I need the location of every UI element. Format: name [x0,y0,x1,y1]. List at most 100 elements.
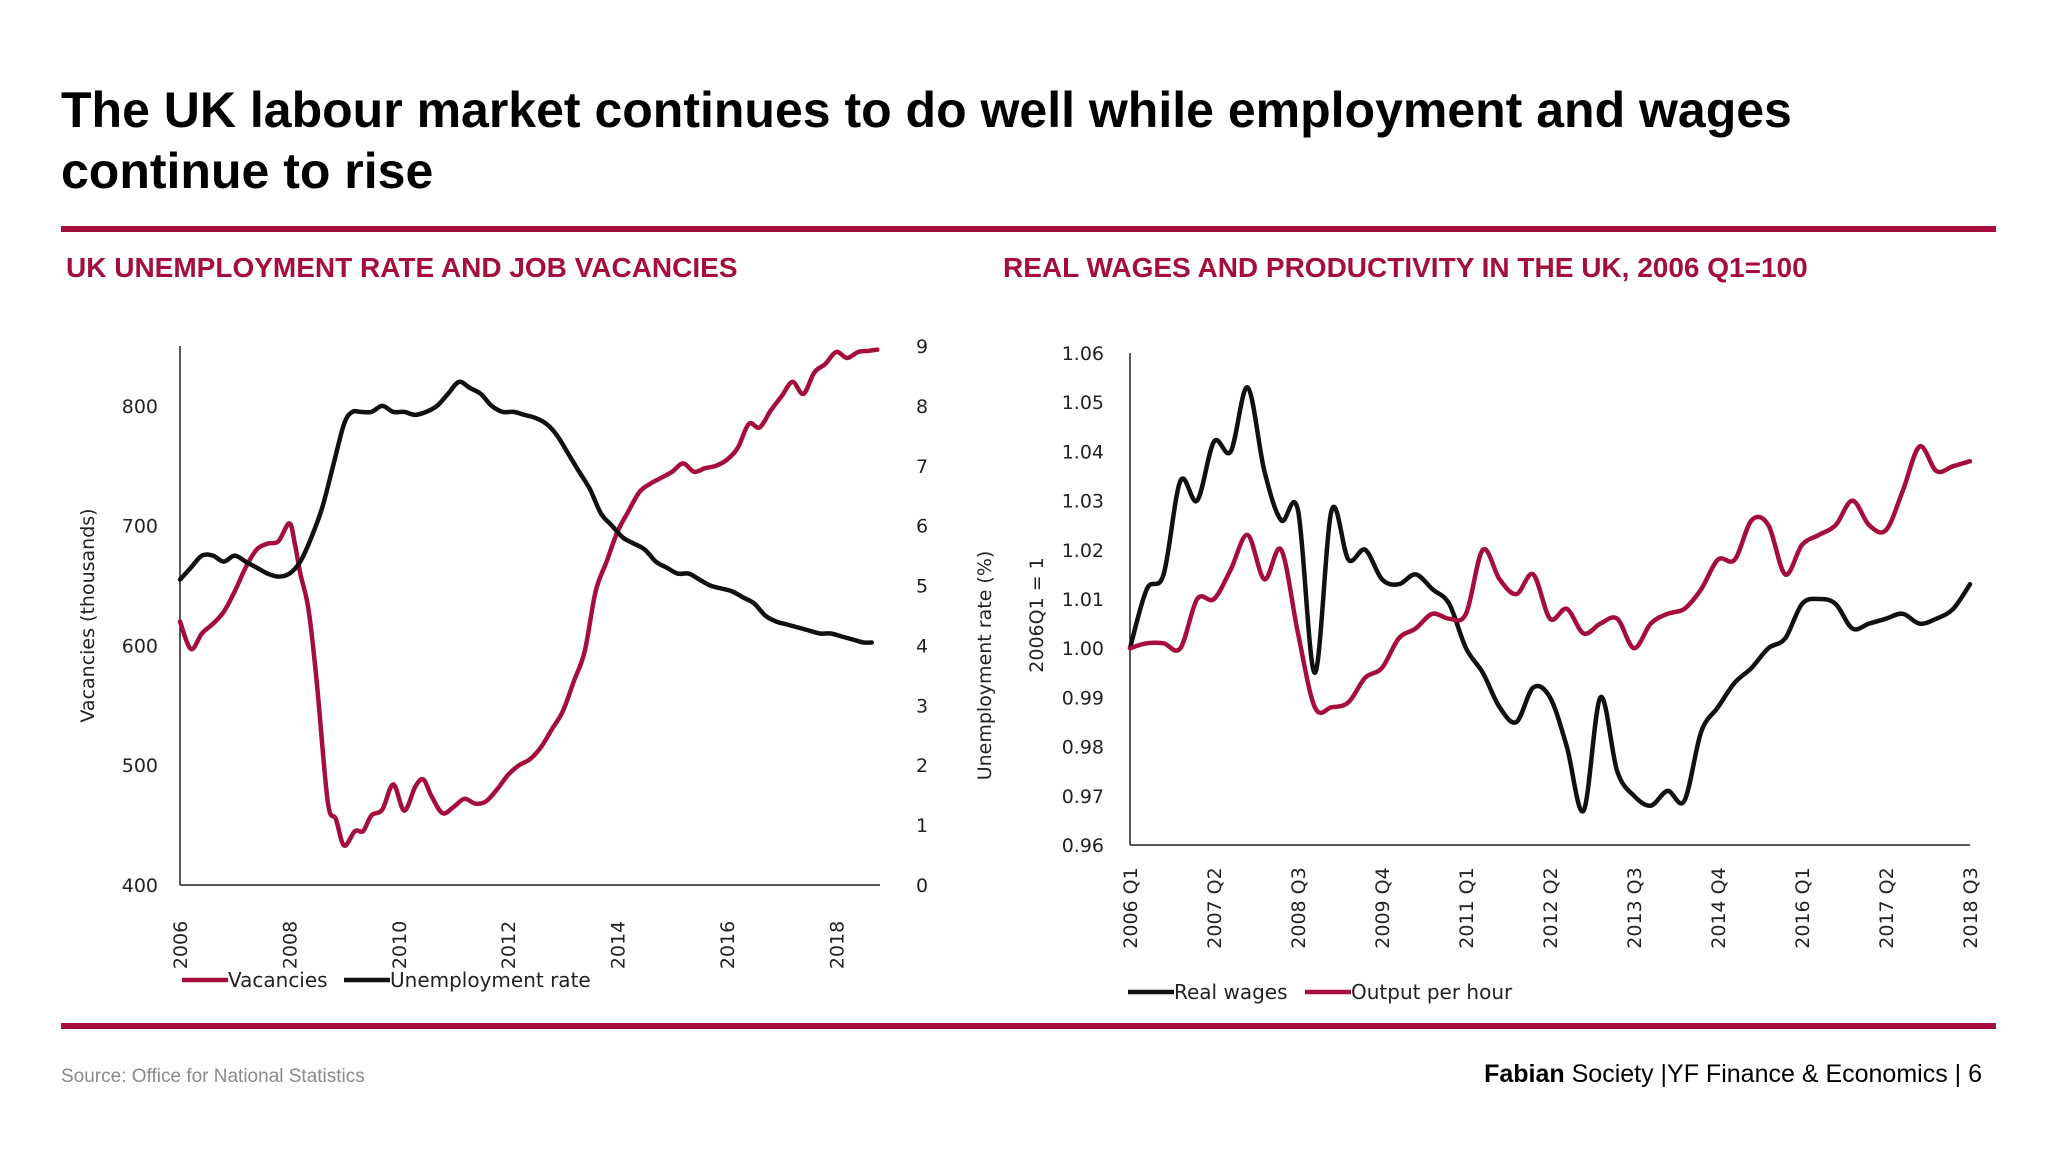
source-note: Source: Office for National Statistics [61,1066,365,1087]
x-tick-label: 2018 [826,921,848,969]
y2-tick-label: 2 [916,755,928,777]
x-tick-2010: 2010 [389,921,411,969]
wages-x-tick: 2018 Q3 [1960,867,1982,948]
unemployment-vacancies-chart: 400 500 600 700 800 0 1 2 3 4 5 6 7 8 9 2006 2008 2010 201… [77,336,996,992]
y2-tick-4: 4 [916,635,928,657]
wages-y-tick-0.97: 0.97 [1062,786,1104,808]
left-chart-title: UK UNEMPLOYMENT RATE AND JOB VACANCIES [66,252,738,283]
wages-x-tick-label: 2018 Q3 [1960,867,1982,948]
wages-x-tick: 2014 Q4 [1708,867,1730,948]
y2-tick-5: 5 [916,576,928,598]
wages-y-tick-label: 1.02 [1062,540,1104,562]
y-tick-500: 500 [122,755,158,777]
wages-y-axis-label: 2006Q1 = 1 [1026,557,1048,672]
wages-y-tick-1.03: 1.03 [1062,491,1104,513]
wages-y-tick-label: 0.99 [1062,687,1104,709]
wages-y-tick-0.96: 0.96 [1062,835,1104,857]
wages-x-tick-label: 2006 Q1 [1120,867,1142,948]
wages-y-tick-label: 0.96 [1062,835,1104,857]
footer-credit: Fabian Society |YF Finance & Economics |… [1484,1060,1982,1089]
wages-x-tick: 2016 Q1 [1792,867,1814,948]
y-tick-label: 700 [122,516,158,538]
x-tick-2016: 2016 [717,921,739,969]
y-tick-400: 400 [122,875,158,897]
series-line-real-wages [1127,385,1973,814]
y2-tick-label: 7 [916,456,928,478]
wages-x-tick-label: 2012 Q2 [1540,867,1562,948]
header-divider [61,226,1996,232]
y2-tick-2: 2 [916,755,928,777]
right-chart-title: REAL WAGES AND PRODUCTIVITY IN THE UK, 2… [1003,252,1808,283]
y-tick-700: 700 [122,516,158,538]
y2-tick-label: 3 [916,695,928,717]
wages-x-tick-label: 2014 Q4 [1708,867,1730,948]
wages-y-tick-label: 1.05 [1062,392,1104,414]
series-line-vacancies [177,347,880,848]
wages-x-tick-label: 2008 Q3 [1288,867,1310,948]
x-tick-label: 2014 [608,921,630,969]
y-tick-label: 800 [122,396,158,418]
footer-org-rest: Society |YF Finance & Economics | 6 [1564,1060,1982,1088]
wages-y-tick-1.01: 1.01 [1062,589,1104,611]
y-tick-label: 600 [122,635,158,657]
y-tick-label: 500 [122,755,158,777]
x-tick-label: 2016 [717,921,739,969]
wages-x-tick: 2017 Q2 [1876,867,1898,948]
x-tick-2018: 2018 [826,921,848,969]
wages-y-tick-label: 1.04 [1062,441,1104,463]
y2-tick-8: 8 [916,396,928,418]
y2-tick-label: 5 [916,576,928,598]
wages-y-tick-1.02: 1.02 [1062,540,1104,562]
wages-x-tick-label: 2007 Q2 [1204,867,1226,948]
footer-org-bold: Fabian [1484,1060,1565,1088]
wages-x-tick: 2011 Q1 [1456,867,1478,948]
wages-productivity-chart: 0.96 0.97 0.98 0.99 1.00 1.01 1.02 1.03 1.04 1.05… [1026,343,1982,1004]
wages-y-tick-label: 1.00 [1062,638,1104,660]
legend-label-vacancies: Vacancies [228,968,328,992]
wages-y-tick-label: 1.06 [1062,343,1104,365]
page-title: The UK labour market continues to do wel… [61,82,1792,199]
y2-tick-label: 6 [916,516,928,538]
series-line-unemployment-rate [177,379,875,645]
wages-y-tick-label: 0.97 [1062,786,1104,808]
wages-x-tick: 2007 Q2 [1204,867,1226,948]
y2-tick-0: 0 [916,875,928,897]
y2-tick-label: 8 [916,396,928,418]
y2-tick-7: 7 [916,456,928,478]
legend-label-unemployment-rate: Unemployment rate [390,968,591,992]
wages-x-tick: 2008 Q3 [1288,867,1310,948]
wages-y-tick-0.99: 0.99 [1062,687,1104,709]
y-tick-600: 600 [122,635,158,657]
y2-tick-label: 0 [916,875,928,897]
wages-x-tick: 2012 Q2 [1540,867,1562,948]
wages-y-tick-1.05: 1.05 [1062,392,1104,414]
x-tick-label: 2010 [389,921,411,969]
y2-tick-label: 1 [916,815,928,837]
x-tick-label: 2012 [498,921,520,969]
x-tick-2006: 2006 [170,921,192,969]
y-tick-label: 400 [122,875,158,897]
y2-tick-label: 4 [916,635,928,657]
wages-y-tick-1.00: 1.00 [1062,638,1104,660]
wages-x-tick-label: 2017 Q2 [1876,867,1898,948]
y-tick-800: 800 [122,396,158,418]
wages-x-tick: 2006 Q1 [1120,867,1142,948]
x-tick-2008: 2008 [279,921,301,969]
y2-tick-6: 6 [916,516,928,538]
x-tick-2014: 2014 [608,921,630,969]
wages-y-tick-1.04: 1.04 [1062,441,1104,463]
y2-tick-3: 3 [916,695,928,717]
wages-x-tick-label: 2013 Q3 [1624,867,1646,948]
footer-divider [61,1023,1996,1029]
series-line-output-per-hour [1127,444,1973,716]
wages-x-tick-label: 2016 Q1 [1792,867,1814,948]
wages-x-tick-label: 2011 Q1 [1456,867,1478,948]
wages-y-tick-label: 0.98 [1062,737,1104,759]
y2-tick-label: 9 [916,336,928,358]
left-y-axis-label: Vacancies (thousands) [77,508,99,722]
x-tick-2012: 2012 [498,921,520,969]
y2-tick-9: 9 [916,336,928,358]
wages-y-tick-label: 1.01 [1062,589,1104,611]
y2-tick-1: 1 [916,815,928,837]
x-tick-label: 2006 [170,921,192,969]
